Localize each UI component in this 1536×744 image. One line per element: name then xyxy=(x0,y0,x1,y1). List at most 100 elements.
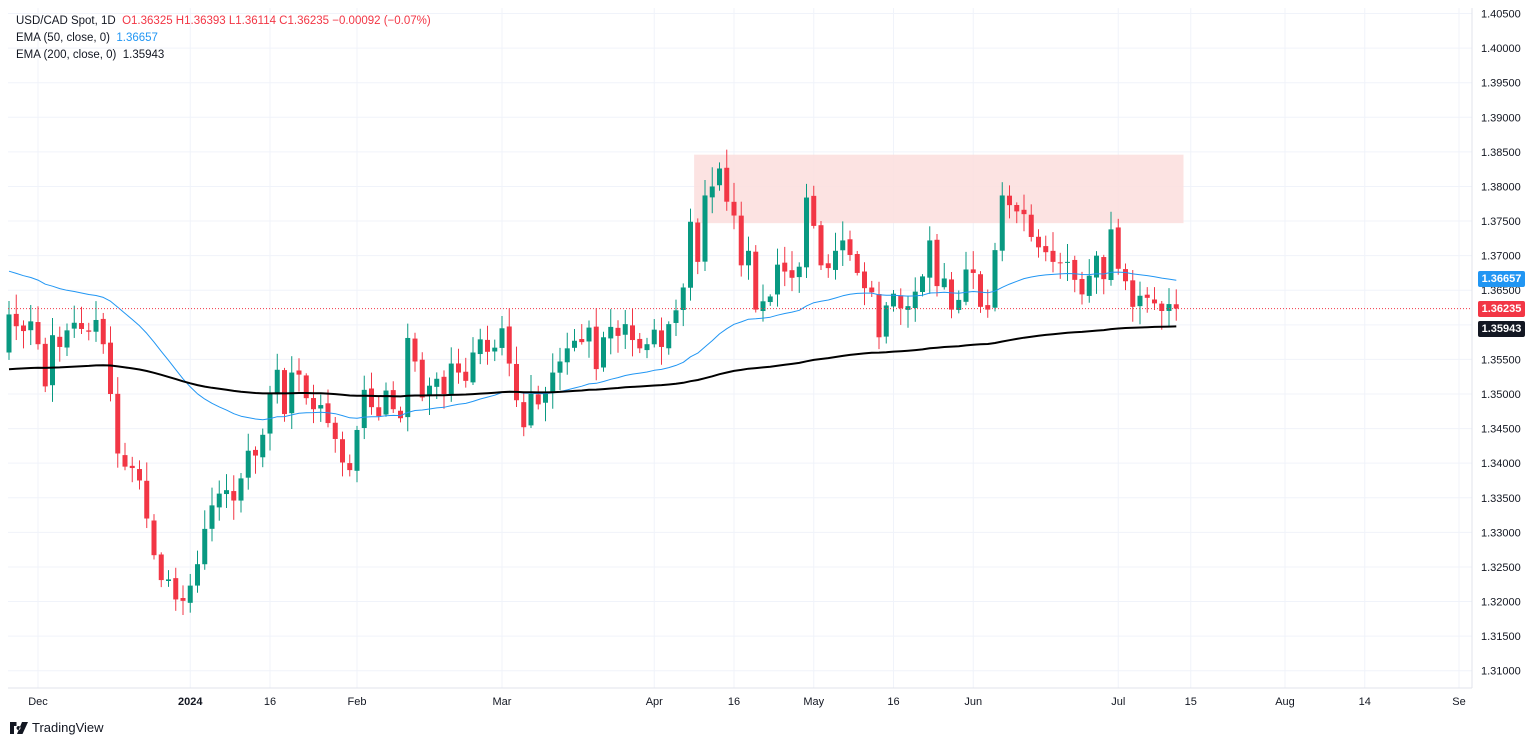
tradingview-brand[interactable]: TradingView xyxy=(10,720,104,735)
candle-body xyxy=(891,293,896,307)
candle xyxy=(383,382,389,417)
candle xyxy=(1028,204,1034,242)
y-tick-label: 1.35000 xyxy=(1481,389,1521,401)
candle-body xyxy=(21,325,26,332)
candle-body xyxy=(514,363,519,401)
candle-body xyxy=(354,429,360,471)
candle-body xyxy=(1152,299,1157,304)
candle xyxy=(354,425,360,483)
candle xyxy=(1021,194,1027,232)
candle-body xyxy=(796,266,802,278)
candle xyxy=(999,182,1005,262)
y-tick-label: 1.40000 xyxy=(1481,43,1521,55)
candle-body xyxy=(332,422,338,439)
candle-body xyxy=(985,305,991,310)
x-tick-label: May xyxy=(803,696,824,708)
candle-body xyxy=(318,405,324,409)
candle xyxy=(644,337,650,359)
candle xyxy=(122,442,128,471)
ema200-price-tag: 1.35943 xyxy=(1478,321,1525,337)
candle xyxy=(651,319,657,348)
candle xyxy=(673,299,679,337)
chart-axes: 1.40500 1.40000 1.39500 1.39000 1.38500 1.380… xyxy=(8,8,1521,708)
x-tick-label: 2024 xyxy=(178,696,203,708)
candle xyxy=(630,308,635,357)
candle-body xyxy=(680,287,686,311)
candle-body xyxy=(992,250,998,308)
candle xyxy=(42,337,48,393)
candle xyxy=(615,320,621,353)
candle-body xyxy=(6,314,12,353)
candle xyxy=(158,552,164,588)
candle-body xyxy=(260,434,266,458)
legend-ema200-row[interactable]: EMA (200, close, 0) 1.35943 xyxy=(16,47,431,64)
chart-legend: USD/CAD Spot, 1D O1.36325 H1.36393 L1.36… xyxy=(16,13,431,64)
candle-body xyxy=(506,326,512,364)
candle-body xyxy=(753,251,759,310)
candle xyxy=(579,324,585,345)
candle xyxy=(499,315,505,356)
tradingview-logo-icon xyxy=(10,721,28,734)
x-tick-label: Apr xyxy=(646,696,663,708)
candle xyxy=(818,221,824,271)
x-tick-label: Mar xyxy=(493,696,512,708)
candle xyxy=(963,251,969,306)
candle-body xyxy=(224,490,229,495)
candle xyxy=(1057,252,1063,279)
y-tick-label: 1.39000 xyxy=(1481,112,1521,124)
candle-body xyxy=(115,393,121,454)
candle xyxy=(514,346,519,407)
candle-body xyxy=(644,344,650,351)
candle-body xyxy=(767,296,773,303)
candle-body xyxy=(296,370,302,375)
candle-body xyxy=(521,402,527,428)
legend-symbol: USD/CAD Spot, 1D xyxy=(16,15,116,27)
candle-body xyxy=(905,306,911,310)
y-tick-label: 1.38000 xyxy=(1481,181,1521,193)
candle-body xyxy=(564,348,570,363)
candle xyxy=(64,323,70,356)
candle xyxy=(173,567,179,611)
candle xyxy=(1036,229,1041,258)
legend-symbol-row[interactable]: USD/CAD Spot, 1D O1.36325 H1.36393 L1.36… xyxy=(16,13,431,30)
candle xyxy=(180,585,186,616)
candle-body xyxy=(28,321,34,331)
candle xyxy=(1050,232,1056,273)
candle xyxy=(144,462,150,529)
candle-body xyxy=(100,318,106,345)
legend-ema50-row[interactable]: EMA (50, close, 0) 1.36657 xyxy=(16,30,431,47)
y-tick-label: 1.34000 xyxy=(1481,458,1521,470)
candle xyxy=(93,301,99,342)
candle xyxy=(274,353,280,404)
resistance-zone xyxy=(694,154,1184,224)
candle-body xyxy=(978,274,983,307)
candle-body xyxy=(50,335,55,386)
candle xyxy=(151,514,157,560)
candle-body xyxy=(470,352,476,383)
candle-body xyxy=(601,337,606,368)
candle-body xyxy=(586,327,592,342)
candle xyxy=(86,322,92,341)
candle-body xyxy=(369,388,374,408)
candle-body xyxy=(1065,261,1070,263)
candle-body xyxy=(876,294,882,338)
candle-body xyxy=(267,393,273,434)
candle-body xyxy=(1159,303,1165,311)
candle-body xyxy=(1036,236,1041,248)
chart-grid xyxy=(8,8,1472,688)
candle-body xyxy=(941,278,947,288)
candle-body xyxy=(79,323,84,329)
candle-body xyxy=(1137,295,1143,307)
candle xyxy=(891,290,896,312)
candle-body xyxy=(818,225,824,266)
candle-body xyxy=(71,322,77,329)
candle xyxy=(456,348,461,384)
candle xyxy=(412,332,418,372)
candle xyxy=(760,284,766,322)
candle xyxy=(535,385,541,410)
candle-body xyxy=(347,463,353,471)
legend-ema50-value: 1.36657 xyxy=(116,32,158,44)
candle xyxy=(1159,301,1165,330)
candle-body xyxy=(1079,278,1085,295)
